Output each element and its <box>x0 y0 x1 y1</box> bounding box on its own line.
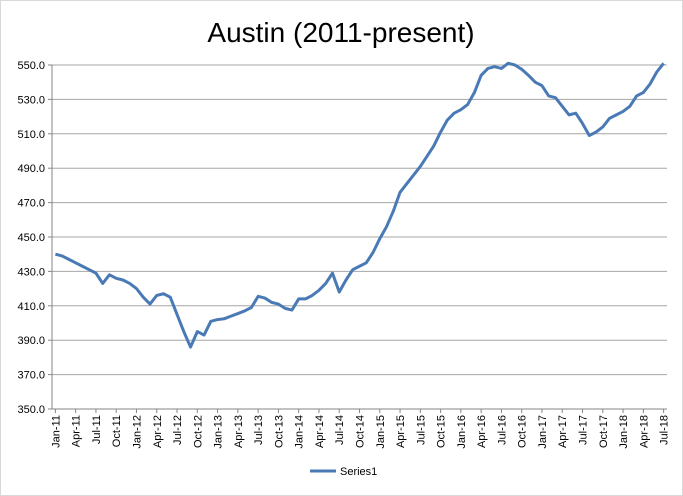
x-tick-label: Jul-15 <box>415 415 427 445</box>
y-tick-label: 390.0 <box>17 335 45 347</box>
x-tick-label: Jul-13 <box>253 415 265 445</box>
y-tick-label: 550.0 <box>17 60 45 72</box>
x-tick-label: Apr-14 <box>314 415 326 448</box>
x-tick-label: Jul-14 <box>334 415 346 445</box>
x-tick-label: Apr-15 <box>395 415 407 448</box>
x-tick-label: Jul-17 <box>578 415 590 445</box>
y-tick-label: 470.0 <box>17 198 45 210</box>
x-tick-label: Jul-12 <box>172 415 184 445</box>
x-tick-label: Apr-11 <box>71 415 83 447</box>
y-tick-label: 510.0 <box>17 129 45 141</box>
legend-label: Series1 <box>340 466 377 478</box>
y-tick-label: 450.0 <box>17 232 45 244</box>
x-tick-label: Apr-12 <box>152 415 164 448</box>
x-tick-label: Apr-16 <box>476 415 488 448</box>
y-tick-label: 370.0 <box>17 370 45 382</box>
series-line <box>55 61 665 349</box>
x-tick-label: Jan-16 <box>456 415 468 449</box>
x-tick-label: Jul-16 <box>496 415 508 445</box>
x-tick-label: Apr-17 <box>557 415 569 448</box>
y-tick-label: 490.0 <box>17 163 45 175</box>
x-tick-label: Apr-13 <box>233 415 245 448</box>
chart-title: Austin (2011-present) <box>207 17 474 48</box>
x-tick-label: Jan-14 <box>294 415 306 449</box>
y-tick-label: 410.0 <box>17 301 45 313</box>
y-tick-label: 430.0 <box>17 266 45 278</box>
y-tick-label: 530.0 <box>17 94 45 106</box>
x-tick-label: Oct-13 <box>273 415 285 448</box>
x-tick-label: Oct-14 <box>355 415 367 448</box>
x-tick-label: Jan-18 <box>618 415 630 449</box>
x-tick-label: Jul-18 <box>659 415 671 445</box>
x-tick-label: Oct-12 <box>192 415 204 448</box>
x-tick-label: Oct-15 <box>436 415 448 448</box>
x-tick-label: Apr-18 <box>638 415 650 448</box>
y-tick-label: 350.0 <box>17 404 45 416</box>
x-tick-label: Jan-12 <box>131 415 143 449</box>
x-tick-label: Jan-17 <box>537 415 549 449</box>
x-tick-label: Oct-11 <box>111 415 123 447</box>
x-tick-label: Jul-11 <box>91 415 103 444</box>
x-tick-label: Oct-16 <box>517 415 529 448</box>
x-tick-label: Oct-17 <box>598 415 610 448</box>
x-tick-label: Jan-13 <box>213 415 225 449</box>
x-tick-label: Jan-11 <box>50 415 62 448</box>
x-tick-label: Jan-15 <box>375 415 387 449</box>
